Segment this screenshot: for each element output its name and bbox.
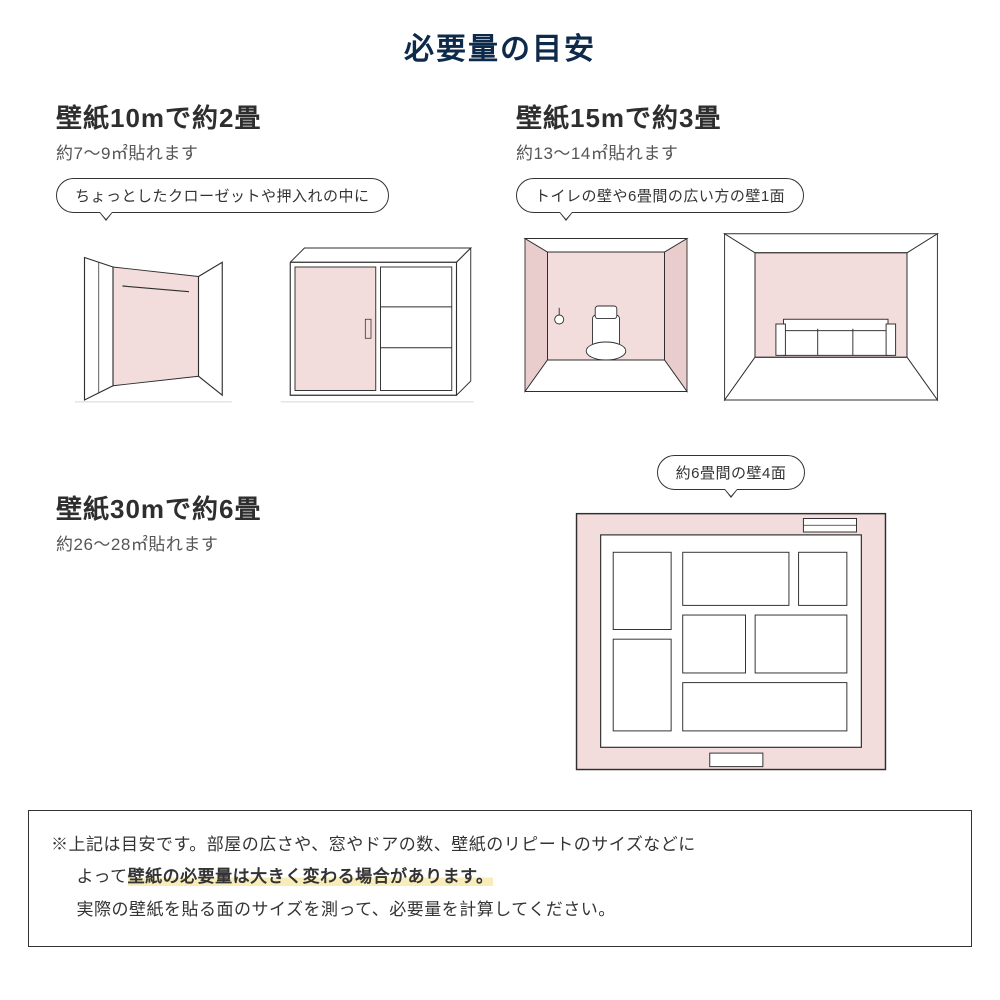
sections-grid: 壁紙10mで約2畳 約7～9㎡貼れます ちょっとしたクローゼットや押入れの中に [0,80,1000,784]
section-10m-sub: 約7～9㎡貼れます [56,139,476,164]
section-10m-callout: ちょっとしたクローゼットや押入れの中に [56,178,389,213]
section-10m-heading: 壁紙10mで約2畳 [56,98,476,135]
section-30m-heading: 壁紙30mで約6畳 [56,489,476,526]
section-10m: 壁紙10mで約2畳 約7～9㎡貼れます ちょっとしたクローゼットや押入れの中に [56,80,476,419]
footnote-highlight: 壁紙の必要量は大きく変わる場合があります。 [128,867,494,886]
section-15m-heading: 壁紙15mで約3畳 [516,98,946,135]
section-15m-callout: トイレの壁や6畳間の広い方の壁1面 [516,178,804,213]
section-10m-illustrations [56,229,476,419]
oshiire-illustration [266,229,476,419]
footnote-line1: ※上記は目安です。部屋の広さや、窓やドアの数、壁紙のリピートのサイズなどに [51,829,949,861]
section-15m: 壁紙15mで約3畳 約13～14㎡貼れます トイレの壁や6畳間の広い方の壁1面 [516,80,946,419]
section-30m-callout: 約6畳間の壁4面 [657,455,806,490]
footnote-line2-pre: よって [77,867,128,886]
page-title: 必要量の目安 [0,0,1000,80]
section-30m-visual: 約6畳間の壁4面 [516,419,946,784]
footnote-line3: 実際の壁紙を貼る面のサイズを測って、必要量を計算してください。 [51,894,949,926]
section-30m-sub: 約26～28㎡貼れます [56,530,476,555]
closet-illustration [56,229,246,419]
toilet-illustration [516,229,696,419]
section-15m-illustrations [516,229,946,419]
footnote-box: ※上記は目安です。部屋の広さや、窓やドアの数、壁紙のリピートのサイズなどに よっ… [28,810,972,947]
section-30m: 壁紙30mで約6畳 約26～28㎡貼れます [56,419,476,784]
section-15m-sub: 約13～14㎡貼れます [516,139,946,164]
living-wall-illustration [716,229,946,419]
floorplan-illustration [516,504,946,784]
footnote-line2: よって壁紙の必要量は大きく変わる場合があります。 [51,861,949,893]
